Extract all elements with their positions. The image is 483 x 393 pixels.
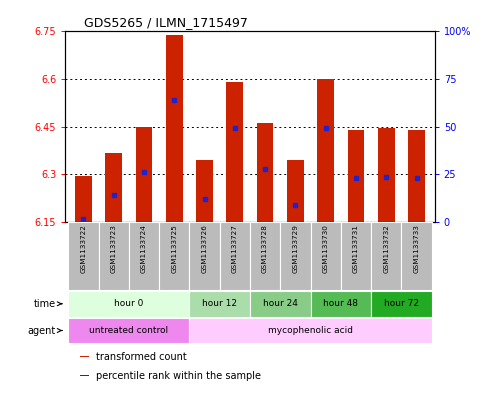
Text: hour 48: hour 48	[323, 299, 358, 308]
Bar	[196, 160, 213, 222]
Bar	[348, 130, 364, 222]
Bar	[317, 79, 334, 222]
Bar	[75, 176, 92, 222]
Bar	[68, 291, 189, 317]
Bar	[280, 222, 311, 290]
Bar	[99, 222, 129, 290]
Bar	[159, 222, 189, 290]
Text: GSM1133722: GSM1133722	[80, 224, 86, 273]
Text: untreated control: untreated control	[89, 326, 169, 335]
Bar	[257, 123, 273, 222]
Bar	[68, 222, 99, 290]
Text: GSM1133733: GSM1133733	[413, 224, 420, 273]
Bar	[401, 222, 432, 290]
Bar	[250, 291, 311, 317]
Text: percentile rank within the sample: percentile rank within the sample	[97, 371, 261, 380]
Text: GDS5265 / ILMN_1715497: GDS5265 / ILMN_1715497	[84, 16, 248, 29]
Text: transformed count: transformed count	[97, 351, 187, 362]
Bar	[80, 375, 89, 376]
Text: GSM1133731: GSM1133731	[353, 224, 359, 273]
Bar	[378, 128, 395, 222]
Bar	[80, 356, 89, 357]
Bar	[311, 291, 371, 317]
Bar	[220, 222, 250, 290]
Bar	[250, 222, 280, 290]
Bar	[189, 291, 250, 317]
Text: time: time	[34, 299, 62, 309]
Bar	[136, 127, 152, 222]
Text: agent: agent	[28, 325, 62, 336]
Bar	[189, 318, 432, 343]
Bar	[189, 222, 220, 290]
Bar	[227, 82, 243, 222]
Text: GSM1133723: GSM1133723	[111, 224, 117, 273]
Text: GSM1133729: GSM1133729	[292, 224, 298, 273]
Bar	[166, 35, 183, 222]
Text: GSM1133726: GSM1133726	[201, 224, 208, 273]
Text: GSM1133732: GSM1133732	[383, 224, 389, 273]
Bar	[341, 222, 371, 290]
Text: GSM1133724: GSM1133724	[141, 224, 147, 273]
Text: hour 24: hour 24	[263, 299, 298, 308]
Text: GSM1133728: GSM1133728	[262, 224, 268, 273]
Bar	[311, 222, 341, 290]
Text: mycophenolic acid: mycophenolic acid	[268, 326, 353, 335]
Bar	[371, 291, 432, 317]
Bar	[287, 160, 304, 222]
Bar	[371, 222, 401, 290]
Text: hour 0: hour 0	[114, 299, 143, 308]
Bar	[408, 130, 425, 222]
Text: hour 72: hour 72	[384, 299, 419, 308]
Text: GSM1133725: GSM1133725	[171, 224, 177, 273]
Bar	[105, 154, 122, 222]
Bar	[129, 222, 159, 290]
Text: hour 12: hour 12	[202, 299, 237, 308]
Text: GSM1133727: GSM1133727	[232, 224, 238, 273]
Text: GSM1133730: GSM1133730	[323, 224, 328, 273]
Bar	[68, 318, 189, 343]
